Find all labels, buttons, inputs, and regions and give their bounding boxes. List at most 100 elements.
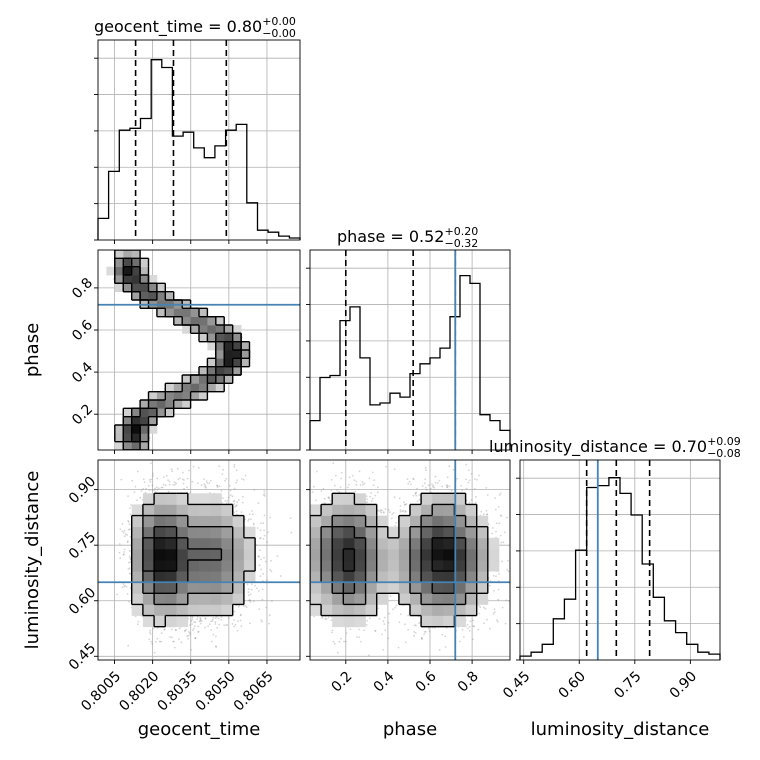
density-cell <box>123 408 133 417</box>
density-cell <box>131 250 141 259</box>
density-cell <box>165 400 175 409</box>
density-cell <box>140 258 149 267</box>
scatter-point <box>136 470 139 473</box>
density-cell <box>190 391 200 401</box>
density-cell <box>106 266 116 276</box>
density-cell <box>232 325 242 334</box>
scatter-point <box>247 588 250 591</box>
density-cell <box>199 383 208 392</box>
scatter-point <box>149 631 151 634</box>
density-cell <box>165 308 175 317</box>
density-cell <box>148 408 158 417</box>
density-cell <box>182 316 191 326</box>
density-cell <box>215 325 225 334</box>
density-cell <box>224 366 234 376</box>
density-cell <box>224 375 234 384</box>
density-cell <box>114 266 124 276</box>
scatter-point <box>196 616 199 618</box>
density-cell <box>140 291 149 301</box>
density-cell <box>207 333 217 342</box>
density-cell <box>190 325 200 334</box>
scatter-point <box>246 583 249 586</box>
density-cell <box>182 383 191 392</box>
density-cell <box>148 283 158 292</box>
scatter-point <box>168 480 171 483</box>
density-cell <box>199 375 208 384</box>
density-cell <box>131 275 141 284</box>
density-cell <box>165 291 175 301</box>
density-cell <box>190 375 200 384</box>
density-cell <box>190 308 200 317</box>
density-cell <box>215 333 225 342</box>
density-cell <box>207 341 217 351</box>
density-cell <box>224 350 234 359</box>
density-cell <box>215 383 225 392</box>
density-cell <box>207 366 217 376</box>
scatter-point <box>199 622 202 625</box>
density-cell <box>140 283 149 292</box>
density-cell <box>232 350 242 359</box>
scatter-point <box>128 572 131 575</box>
density-cell <box>131 441 141 450</box>
scatter-point <box>194 637 197 640</box>
density-cell <box>215 366 225 376</box>
scatter-point <box>215 646 218 648</box>
density-cell <box>131 408 141 417</box>
density-cell <box>190 383 200 392</box>
density-cell <box>131 283 141 292</box>
scatter-point <box>160 640 163 643</box>
scatter-point <box>266 541 268 544</box>
density-cell <box>131 266 141 276</box>
density-cell <box>182 391 191 401</box>
density-cell <box>148 425 158 434</box>
density-cell <box>123 433 133 442</box>
density-cell <box>207 316 217 326</box>
density-cell <box>199 366 208 376</box>
density-cell <box>173 400 183 409</box>
density-cell <box>173 383 183 392</box>
density-cell <box>140 441 149 450</box>
density-cell <box>114 275 124 284</box>
density-cell <box>148 416 158 426</box>
density-cell <box>173 391 183 401</box>
density-cell <box>215 316 225 326</box>
density-cell <box>123 275 133 284</box>
density-cell <box>215 358 225 367</box>
scatter-point <box>240 478 243 480</box>
density-cell <box>156 391 166 401</box>
density-cell <box>224 333 234 342</box>
density-cell <box>156 408 166 417</box>
density-cell <box>156 283 166 292</box>
density-cell <box>140 400 149 409</box>
density-cell <box>140 266 149 276</box>
scatter-point <box>235 481 238 484</box>
density-cell <box>207 383 217 392</box>
density-cell <box>123 441 133 450</box>
density-cell <box>148 275 158 284</box>
density-cell <box>140 433 149 442</box>
density-cell <box>165 408 175 417</box>
density-cell <box>199 325 208 334</box>
density-cell <box>207 358 217 367</box>
contour-level-1 <box>114 257 251 450</box>
density-cell <box>140 425 149 434</box>
density-cell <box>156 308 166 317</box>
density-cell <box>123 258 133 267</box>
scatter-point <box>234 623 237 626</box>
density-cell <box>207 325 217 334</box>
density-cell <box>131 425 141 434</box>
density-cell <box>182 325 191 334</box>
density-cell <box>165 391 175 401</box>
density-cell <box>148 291 158 301</box>
scatter-point <box>198 620 201 623</box>
density-cell <box>232 366 242 376</box>
density-cell <box>199 391 208 401</box>
density-cell <box>173 316 183 326</box>
scatter-point <box>148 437 151 439</box>
density-cell <box>114 441 124 450</box>
density-cell <box>182 308 191 317</box>
density-cell <box>123 425 133 434</box>
density-cell <box>207 375 217 384</box>
density-cell <box>190 316 200 326</box>
